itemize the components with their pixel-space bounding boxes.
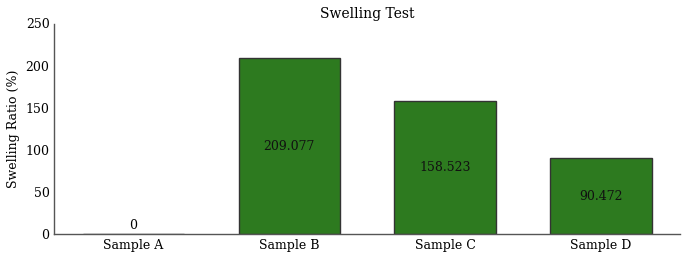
Bar xyxy=(238,58,340,234)
Title: Swelling Test: Swelling Test xyxy=(320,7,414,21)
Text: 90.472: 90.472 xyxy=(579,190,622,203)
Bar xyxy=(550,158,651,234)
Bar xyxy=(394,100,496,234)
Text: 0: 0 xyxy=(129,219,137,232)
Y-axis label: Swelling Ratio (%): Swelling Ratio (%) xyxy=(7,70,20,188)
Text: 209.077: 209.077 xyxy=(264,140,315,153)
Text: 158.523: 158.523 xyxy=(419,161,471,174)
